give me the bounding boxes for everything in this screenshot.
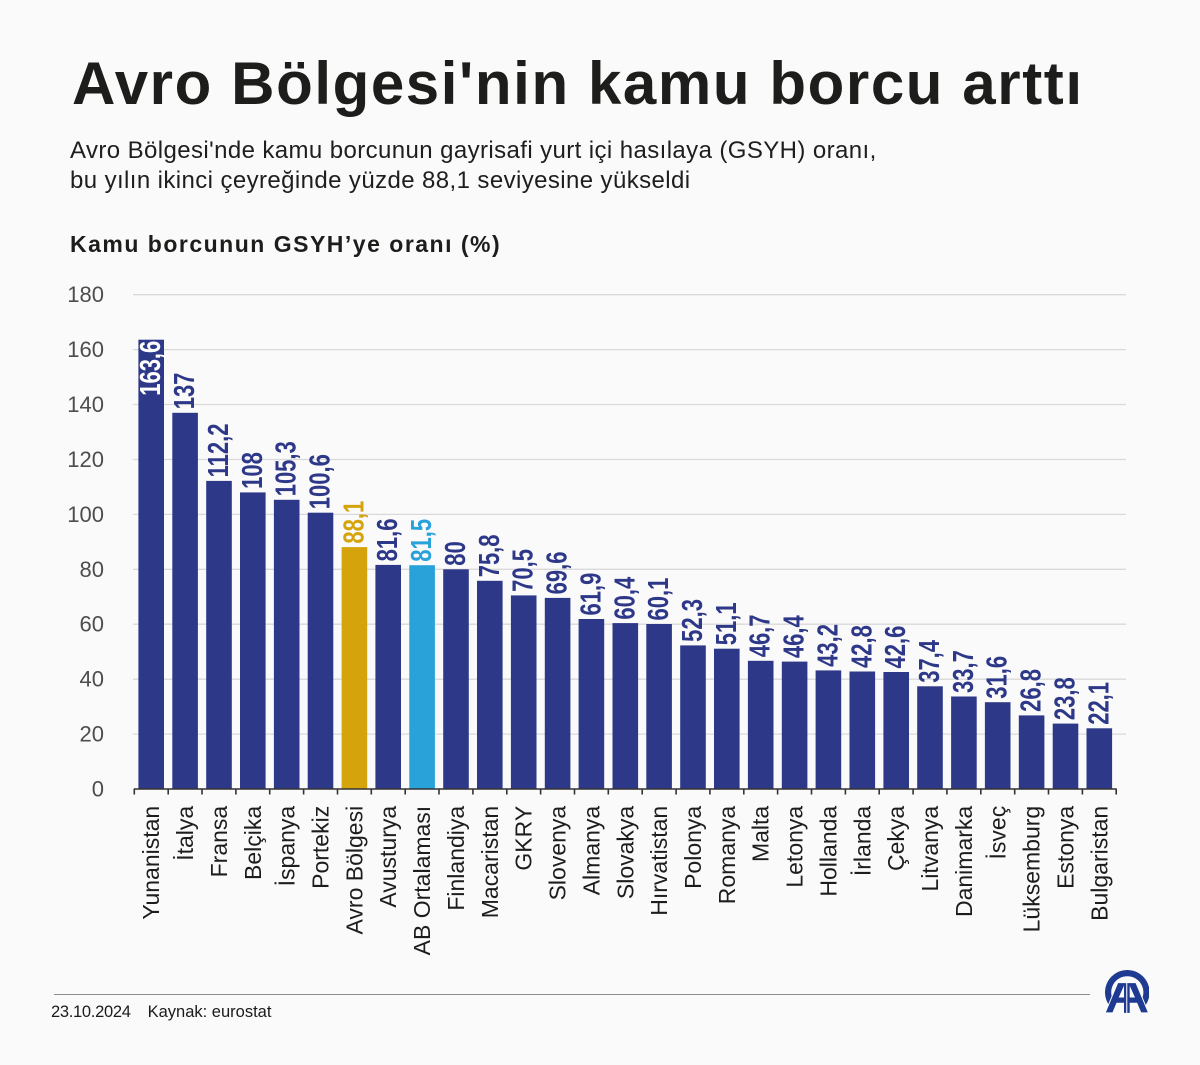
svg-text:AB Ortalaması: AB Ortalaması: [409, 806, 435, 956]
svg-text:108: 108: [237, 452, 268, 489]
svg-text:Yunanistan: Yunanistan: [138, 806, 164, 920]
svg-text:Portekiz: Portekiz: [308, 806, 334, 889]
svg-text:İtalya: İtalya: [172, 806, 198, 861]
svg-text:Polonya: Polonya: [680, 806, 706, 889]
svg-text:Çekya: Çekya: [883, 806, 909, 871]
svg-text:160: 160: [67, 337, 104, 362]
svg-text:26,8: 26,8: [1016, 669, 1047, 712]
svg-text:88,1: 88,1: [339, 501, 370, 544]
svg-text:31,6: 31,6: [982, 656, 1013, 699]
svg-text:51,1: 51,1: [711, 602, 742, 645]
svg-text:0: 0: [92, 777, 104, 802]
svg-text:Avusturya: Avusturya: [375, 806, 401, 908]
svg-text:81,5: 81,5: [406, 519, 437, 562]
svg-text:23,8: 23,8: [1050, 677, 1081, 720]
svg-text:180: 180: [67, 282, 104, 307]
svg-text:Estonya: Estonya: [1053, 806, 1079, 889]
svg-text:81,6: 81,6: [373, 519, 404, 562]
svg-text:60,4: 60,4: [610, 576, 641, 620]
svg-text:Avro Bölgesi: Avro Bölgesi: [341, 806, 367, 935]
svg-text:46,7: 46,7: [745, 614, 776, 657]
svg-text:İspanya: İspanya: [274, 806, 300, 887]
svg-text:40: 40: [80, 667, 104, 692]
svg-text:80: 80: [440, 541, 471, 565]
svg-text:Finlandiya: Finlandiya: [443, 806, 469, 911]
svg-text:42,8: 42,8: [847, 625, 878, 668]
svg-text:Danimarka: Danimarka: [951, 806, 977, 917]
svg-text:Romanya: Romanya: [714, 806, 740, 905]
svg-text:120: 120: [67, 447, 104, 472]
svg-text:163,6: 163,6: [136, 341, 167, 396]
svg-text:69,6: 69,6: [542, 552, 573, 595]
svg-text:60,1: 60,1: [643, 578, 674, 621]
svg-text:43,2: 43,2: [813, 624, 844, 667]
svg-text:33,7: 33,7: [948, 650, 979, 693]
svg-text:Lüksemburg: Lüksemburg: [1019, 806, 1045, 933]
svg-text:105,3: 105,3: [271, 441, 302, 496]
svg-text:100,6: 100,6: [305, 454, 336, 509]
svg-text:140: 140: [67, 392, 104, 417]
svg-text:Hollanda: Hollanda: [815, 806, 841, 897]
svg-text:70,5: 70,5: [508, 549, 539, 592]
svg-text:75,8: 75,8: [474, 534, 505, 577]
svg-text:52,3: 52,3: [677, 599, 708, 642]
svg-text:100: 100: [67, 502, 104, 527]
svg-text:112,2: 112,2: [203, 424, 234, 478]
svg-text:İrlanda: İrlanda: [849, 806, 875, 877]
svg-text:Malta: Malta: [748, 806, 774, 862]
svg-text:46,4: 46,4: [779, 615, 810, 659]
svg-text:37,4: 37,4: [914, 639, 945, 683]
svg-text:Belçika: Belçika: [240, 806, 266, 880]
svg-text:60: 60: [80, 612, 104, 637]
svg-text:137: 137: [169, 373, 200, 410]
svg-text:Almanya: Almanya: [578, 806, 604, 896]
svg-text:GKRY: GKRY: [511, 806, 537, 871]
svg-text:Slovakya: Slovakya: [612, 806, 638, 900]
svg-text:22,1: 22,1: [1084, 682, 1115, 725]
svg-text:61,9: 61,9: [576, 573, 607, 616]
svg-text:Macaristan: Macaristan: [477, 806, 503, 918]
svg-text:Slovenya: Slovenya: [545, 806, 571, 901]
svg-text:Litvanya: Litvanya: [917, 806, 943, 892]
svg-text:Letonya: Letonya: [782, 806, 808, 888]
svg-text:Bulgaristan: Bulgaristan: [1086, 806, 1112, 921]
svg-text:Fransa: Fransa: [206, 806, 232, 878]
svg-text:42,6: 42,6: [881, 626, 912, 669]
svg-text:80: 80: [80, 557, 104, 582]
svg-text:Hırvatistan: Hırvatistan: [646, 806, 672, 916]
svg-text:20: 20: [80, 722, 104, 747]
svg-text:İsveç: İsveç: [985, 806, 1011, 860]
